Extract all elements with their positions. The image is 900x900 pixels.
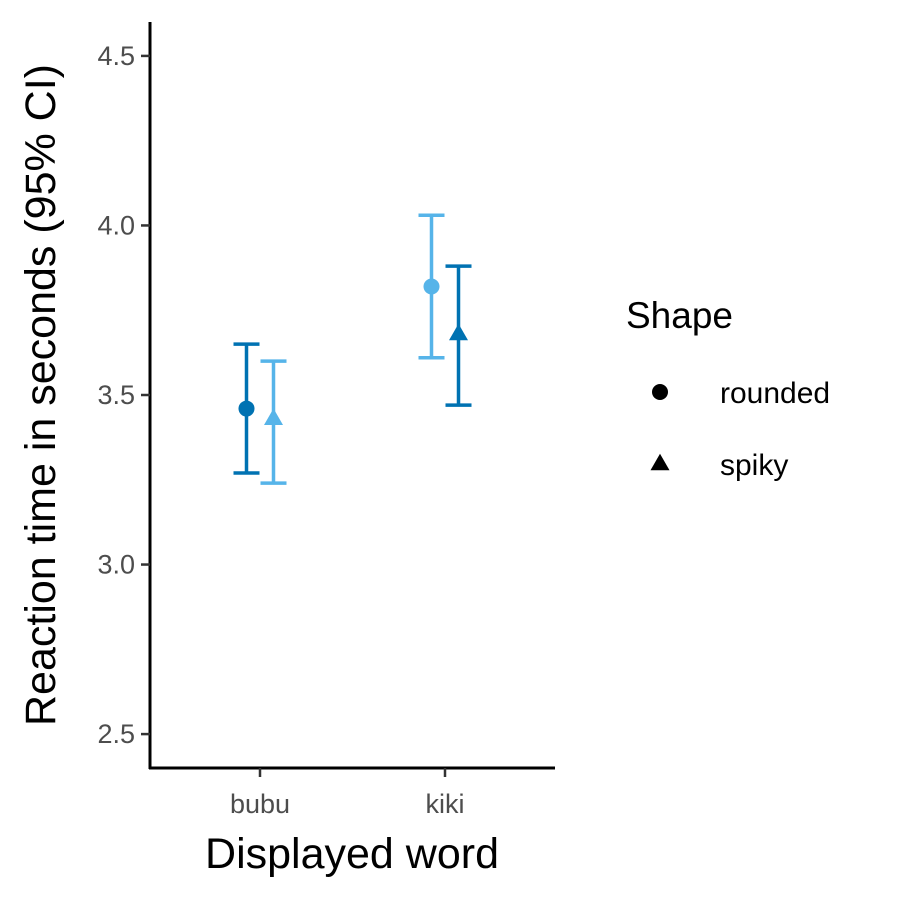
- y-tick-label: 4.0: [97, 210, 135, 240]
- error-bar-spiky-bubu: [260, 359, 287, 485]
- point-rounded-kiki: [423, 278, 440, 295]
- legend-title: Shape: [626, 295, 733, 336]
- legend-key-spiky: [650, 453, 670, 471]
- error-bar-spiky-kiki: [445, 264, 472, 407]
- y-tick-label: 4.5: [97, 41, 135, 71]
- point-spiky-kiki: [449, 323, 468, 341]
- legend-label-rounded: rounded: [720, 377, 830, 410]
- point-spiky-bubu: [264, 408, 283, 425]
- axes: 2.5 3.0 3.5 4.0 4.5 bubu kiki: [97, 22, 555, 819]
- y-axis-title: Reaction time in seconds (95% CI): [17, 64, 65, 726]
- y-tick-label: 3.5: [97, 380, 135, 410]
- error-bar-rounded-kiki: [418, 213, 445, 360]
- x-tick-label: bubu: [230, 789, 290, 819]
- point-rounded-bubu: [238, 400, 255, 417]
- plot-marks: [233, 213, 472, 485]
- error-bar-rounded-bubu: [233, 342, 260, 475]
- y-tick-label: 2.5: [97, 719, 135, 749]
- x-tick-label: kiki: [426, 789, 465, 819]
- x-axis-title: Displayed word: [205, 830, 499, 878]
- legend: Shape rounded spiky: [626, 295, 830, 482]
- y-tick-label: 3.0: [97, 550, 135, 580]
- legend-label-spiky: spiky: [720, 449, 788, 482]
- legend-key-rounded: [652, 384, 668, 400]
